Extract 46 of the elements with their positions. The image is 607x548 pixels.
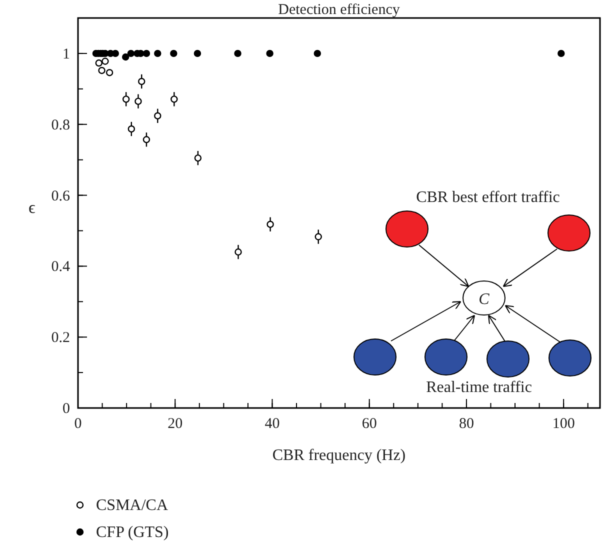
- point: [122, 96, 130, 103]
- point: [194, 50, 202, 58]
- point: [102, 58, 109, 65]
- point: [138, 78, 146, 86]
- y-tick-label: 0.4: [51, 259, 70, 276]
- annotation: CBR best effort traffic: [416, 189, 560, 206]
- x-axis-title: CBR frequency (Hz): [272, 447, 406, 464]
- y-tick-label: 0.2: [51, 330, 70, 346]
- point: [266, 50, 274, 58]
- point: [234, 50, 242, 58]
- point: [142, 136, 150, 144]
- point: [170, 50, 178, 58]
- point: [154, 50, 162, 58]
- legend-label: CSMA/CA: [96, 497, 168, 514]
- point: [314, 50, 321, 58]
- x-tick-label: 60: [362, 416, 377, 432]
- legend-label: CFP (GTS): [96, 524, 169, 541]
- point: [314, 233, 322, 240]
- point: [128, 125, 136, 133]
- x-tick-label: 80: [458, 416, 474, 432]
- y-tick-label: 0: [62, 401, 70, 417]
- point: [558, 50, 565, 58]
- point: [194, 154, 202, 162]
- point: [112, 50, 119, 58]
- point: [127, 50, 135, 58]
- point: [154, 112, 162, 120]
- x-tick-label: 40: [264, 416, 280, 432]
- x-tick-label: 20: [168, 416, 183, 432]
- x-tick-label: 100: [552, 416, 575, 432]
- point: [266, 220, 274, 228]
- y-tick-label: 1: [62, 46, 70, 62]
- point: [134, 98, 142, 105]
- point: [234, 248, 242, 256]
- y-tick-label: 0.8: [51, 117, 70, 134]
- point: [170, 96, 178, 103]
- point: [106, 69, 114, 76]
- point: [98, 66, 106, 74]
- x-tick-label: 0: [74, 416, 82, 432]
- annotation: C: [478, 291, 490, 308]
- chart-title: Detection efficiency: [278, 2, 400, 18]
- y-tick-label: 0.6: [51, 188, 70, 204]
- point: [142, 50, 150, 58]
- annotation: Real-time traffic: [426, 379, 532, 396]
- y-axis-title: ϵ: [28, 198, 36, 217]
- point: [122, 53, 130, 61]
- point: [95, 59, 102, 67]
